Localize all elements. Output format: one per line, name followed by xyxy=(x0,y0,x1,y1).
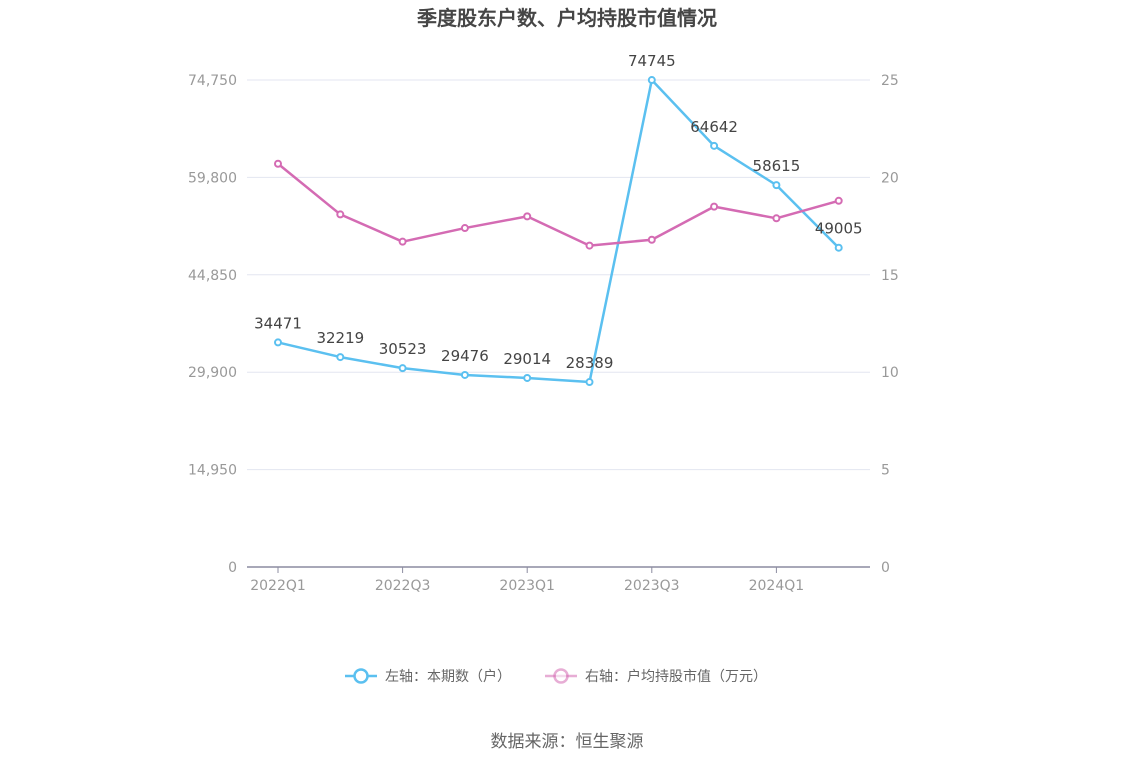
legend-label: 右轴：户均持股市值（万元） xyxy=(585,668,767,685)
data-label: 49005 xyxy=(815,220,863,238)
data-label: 29476 xyxy=(441,347,489,365)
data-label: 34471 xyxy=(254,314,302,332)
data-point xyxy=(523,373,532,382)
data-point xyxy=(710,141,719,150)
data-point xyxy=(274,159,282,168)
data-label: 74745 xyxy=(628,52,676,70)
data-label: 64642 xyxy=(690,118,738,136)
data-point xyxy=(585,378,594,387)
axes: 014,95029,90044,85059,80074,750051015202… xyxy=(188,73,899,594)
data-point xyxy=(398,237,407,246)
left-axis-tick-label: 74,750 xyxy=(188,73,237,89)
data-point xyxy=(460,224,469,233)
legend-swatch-marker xyxy=(553,668,569,684)
left-axis-tick-label: 59,800 xyxy=(188,170,237,186)
data-point xyxy=(336,210,345,219)
data-point xyxy=(274,338,282,347)
right-axis-tick-label: 20 xyxy=(881,170,899,186)
data-point xyxy=(834,243,843,252)
data-point xyxy=(460,370,469,379)
right-axis-tick-label: 10 xyxy=(881,365,899,381)
x-axis-tick-label: 2023Q1 xyxy=(499,578,555,594)
series-line-2 xyxy=(277,162,840,247)
data-point xyxy=(647,235,656,244)
data-point xyxy=(523,212,532,221)
chart-title: 季度股东户数、户均持股市值情况 xyxy=(416,6,717,30)
x-axis-tick-label: 2024Q1 xyxy=(749,578,805,594)
data-point xyxy=(585,241,594,250)
left-axis-tick-label: 29,900 xyxy=(188,365,237,381)
right-axis-tick-label: 0 xyxy=(881,560,890,576)
legend-label: 左轴：本期数（户） xyxy=(385,668,511,685)
data-point xyxy=(647,76,656,85)
x-axis-tick-label: 2023Q3 xyxy=(624,578,680,594)
legend[interactable]: 左轴：本期数（户） 右轴：户均持股市值（万元） xyxy=(345,668,767,685)
data-point xyxy=(398,364,407,373)
data-label: 28389 xyxy=(566,354,614,372)
series-line-1 xyxy=(277,78,840,384)
right-axis-tick-label: 25 xyxy=(881,73,899,89)
data-point xyxy=(772,214,781,223)
data-label: 32219 xyxy=(316,329,364,347)
left-axis-tick-label: 0 xyxy=(228,560,237,576)
right-axis-tick-label: 5 xyxy=(881,463,890,479)
series-layer: 34471 32219 30523 29476 29014 28389 74745 64642… xyxy=(254,52,863,387)
grid-lines xyxy=(247,79,870,471)
right-axis-tick-label: 15 xyxy=(881,268,899,284)
data-label: 30523 xyxy=(379,340,427,358)
x-axis-tick-label: 2022Q1 xyxy=(250,578,306,594)
legend-swatch-marker xyxy=(353,668,369,684)
x-axis-tick-label: 2022Q3 xyxy=(375,578,431,594)
data-point xyxy=(834,196,843,205)
data-point xyxy=(336,353,345,362)
left-axis-tick-label: 44,850 xyxy=(188,268,237,284)
source-note: 数据来源：恒生聚源 xyxy=(491,732,644,752)
left-axis-tick-label: 14,950 xyxy=(188,463,237,479)
data-label: 58615 xyxy=(753,157,801,175)
data-point xyxy=(710,202,719,211)
data-point xyxy=(772,181,781,190)
data-label: 29014 xyxy=(503,350,551,368)
